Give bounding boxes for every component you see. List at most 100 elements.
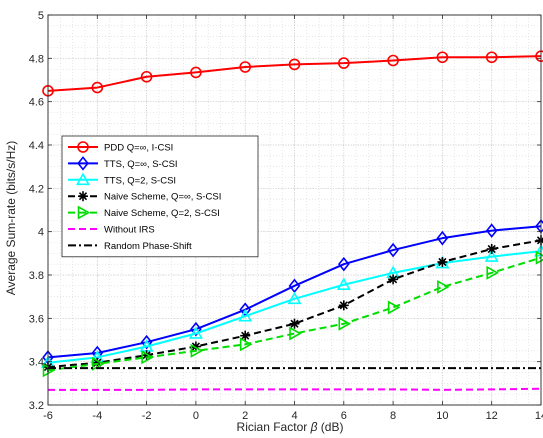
data-point bbox=[188, 326, 203, 339]
series-line bbox=[47, 250, 542, 364]
data-point bbox=[485, 223, 498, 238]
x-tick-label: 12 bbox=[486, 410, 498, 422]
x-tick-label: -4 bbox=[92, 410, 102, 422]
data-point bbox=[240, 330, 251, 341]
x-tick-label: 8 bbox=[390, 410, 396, 422]
series-4 bbox=[42, 250, 543, 378]
y-tick-label: 4.8 bbox=[29, 53, 44, 65]
data-point bbox=[288, 58, 301, 71]
data-point bbox=[437, 257, 448, 267]
data-point bbox=[140, 334, 153, 350]
y-tick-label: 5 bbox=[38, 10, 44, 22]
asterisk-stroke bbox=[142, 351, 151, 360]
x-tick-label: 4 bbox=[291, 410, 297, 422]
data-point bbox=[337, 256, 350, 272]
x-tick-label: 14 bbox=[535, 410, 543, 422]
asterisk-stroke bbox=[339, 301, 348, 310]
series-line bbox=[47, 225, 542, 359]
legend-entry: Naive Scheme, Q=∞, S-CSI bbox=[68, 191, 221, 203]
legend-label: Naive Scheme, Q=2, S-CSI bbox=[104, 208, 220, 219]
data-point bbox=[337, 57, 350, 69]
data-point bbox=[91, 81, 104, 94]
y-tick-label: 3.6 bbox=[29, 313, 44, 325]
data-point bbox=[436, 230, 449, 246]
data-point bbox=[140, 70, 153, 83]
data-point bbox=[535, 250, 543, 265]
legend-entry: TTS, Q=∞, S-CSI bbox=[68, 156, 178, 171]
data-point bbox=[287, 291, 302, 305]
data-point bbox=[338, 300, 349, 311]
data-point bbox=[92, 356, 105, 371]
y-tick-label: 3.2 bbox=[29, 400, 44, 412]
y-tick-label: 4 bbox=[38, 227, 44, 239]
data-point bbox=[388, 274, 399, 285]
legend-entry: Naive Scheme, Q=2, S-CSI bbox=[68, 205, 220, 220]
asterisk-stroke bbox=[241, 331, 250, 340]
legend-label: Without IRS bbox=[104, 225, 155, 236]
series-line bbox=[47, 256, 542, 372]
data-point bbox=[486, 265, 499, 280]
data-point bbox=[387, 300, 401, 315]
y-tick-label: 3.4 bbox=[29, 357, 44, 369]
y-tick-label: 4.4 bbox=[29, 140, 44, 152]
legend-label: Random Phase-Shift bbox=[104, 241, 192, 252]
asterisk-stroke bbox=[191, 342, 201, 351]
series-0 bbox=[42, 50, 543, 97]
x-axis-label: Rician Factor β (dB) bbox=[237, 420, 344, 434]
legend-marker bbox=[76, 172, 90, 186]
x-tick-label: 0 bbox=[193, 410, 199, 422]
legend-entry: TTS, Q=2, S-CSI bbox=[68, 172, 176, 186]
data-point bbox=[336, 277, 351, 291]
series-line bbox=[47, 55, 542, 92]
data-point bbox=[436, 51, 449, 64]
x-axis-label-symbol: β bbox=[310, 420, 318, 434]
y-tick-label: 3.8 bbox=[29, 270, 44, 282]
x-tick-label: -6 bbox=[43, 410, 53, 422]
x-axis-label-suffix: (dB) bbox=[317, 420, 343, 434]
asterisk-stroke bbox=[388, 275, 398, 284]
legend-entry: PDD Q=∞, I-CSI bbox=[68, 141, 173, 154]
asterisk-stroke bbox=[438, 257, 447, 267]
data-point bbox=[190, 321, 202, 337]
legend: PDD Q=∞, I-CSI TTS, Q=∞, S-CSI TTS, Q=2, S… bbox=[61, 135, 259, 258]
asterisk-stroke bbox=[290, 319, 299, 328]
y-axis-label: Average Sum-rate (bits/s/Hz) bbox=[4, 141, 18, 296]
legend-label: TTS, Q=2, S-CSI bbox=[104, 175, 176, 186]
legend-label: Naive Scheme, Q=∞, S-CSI bbox=[104, 192, 221, 203]
legend-entry: Random Phase-Shift bbox=[68, 241, 192, 252]
data-point bbox=[239, 61, 251, 73]
legend-marker bbox=[77, 141, 89, 153]
legend-marker bbox=[78, 191, 88, 202]
data-point bbox=[484, 249, 499, 262]
x-tick-label: -2 bbox=[142, 410, 152, 422]
legend-entry: Without IRS bbox=[68, 225, 155, 236]
data-point bbox=[485, 51, 498, 64]
data-point bbox=[190, 343, 204, 358]
x-axis-label-prefix: Rician Factor bbox=[237, 420, 311, 434]
legend-label: TTS, Q=∞, S-CSI bbox=[104, 159, 178, 170]
x-tick-label: 2 bbox=[242, 410, 248, 422]
asterisk-stroke bbox=[78, 192, 88, 201]
x-tick-label: 6 bbox=[341, 410, 347, 422]
data-point bbox=[437, 279, 450, 294]
tick-labels: -6 -4 -2 0 2 4 6 8 10 12 14 3.2 3.4 3.6 3.8 4 4.2 4.4 4.6 4… bbox=[29, 10, 543, 422]
data-point bbox=[238, 308, 253, 322]
y-tick-label: 4.6 bbox=[29, 97, 44, 109]
data-point bbox=[289, 318, 300, 329]
data-point bbox=[141, 350, 154, 365]
data-point bbox=[486, 244, 497, 254]
x-tick-label: 10 bbox=[436, 410, 448, 422]
data-point bbox=[387, 242, 399, 258]
data-point bbox=[190, 66, 202, 79]
asterisk-stroke bbox=[487, 244, 496, 254]
legend-label: PDD Q=∞, I-CSI bbox=[104, 143, 173, 154]
series-line bbox=[48, 387, 542, 391]
data-point bbox=[239, 337, 253, 352]
series-line bbox=[47, 239, 542, 369]
data-point bbox=[338, 316, 352, 331]
data-point bbox=[387, 54, 399, 67]
y-tick-label: 4.2 bbox=[29, 183, 44, 195]
legend-marker bbox=[77, 156, 89, 171]
data-point bbox=[289, 326, 302, 341]
